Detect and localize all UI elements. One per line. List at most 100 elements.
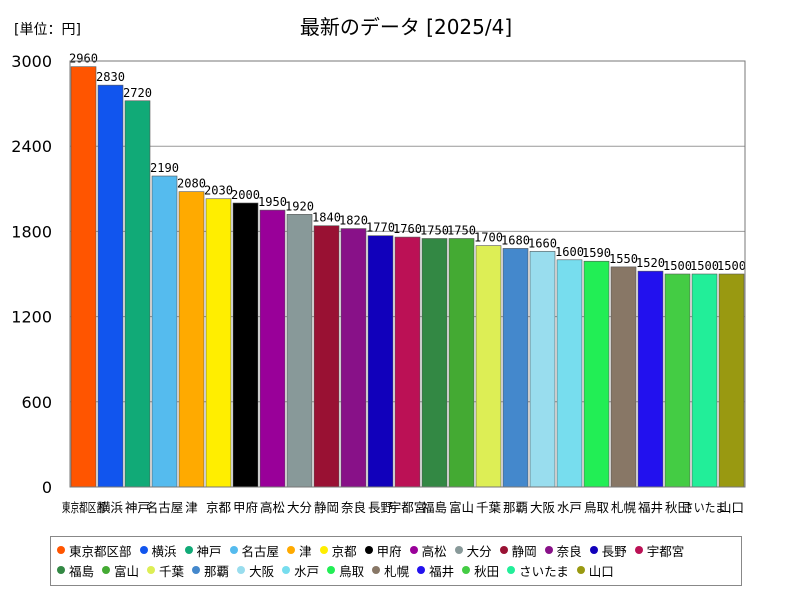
- legend-label: 甲府: [376, 543, 402, 559]
- data-label: 2080: [177, 177, 206, 191]
- plot-frame: [69, 60, 746, 488]
- bar: [232, 202, 259, 488]
- legend-swatch: [544, 546, 553, 554]
- x-tick-label: さいたま: [683, 500, 726, 515]
- legend-swatch: [57, 566, 65, 574]
- bar: [70, 66, 97, 488]
- bar: [502, 248, 529, 488]
- x-tick-label: 札幌: [611, 500, 637, 515]
- legend-label: 那覇: [204, 563, 230, 579]
- bar: [178, 191, 205, 488]
- x-tick-labels: 東京都区部横浜 神戸名古屋津京都 甲府 高松 大分 静岡 奈良 長野宇都宮福島 富山 千葉 那覇 大阪…: [62, 500, 744, 515]
- legend-item: 富山: [102, 560, 139, 580]
- x-tick-label: 水戸: [557, 500, 582, 515]
- legend-label: 高松: [421, 543, 447, 559]
- bar: [637, 270, 664, 488]
- bar: [529, 250, 556, 488]
- legend-swatch: [192, 566, 201, 574]
- x-tick-label: 富山: [449, 500, 474, 515]
- legend-label: 富山: [114, 563, 140, 579]
- legend-swatch: [327, 566, 336, 574]
- legend-label: 水戸: [294, 563, 320, 579]
- x-tick-label: 静岡: [314, 500, 339, 515]
- legend-label: 長野: [601, 543, 627, 559]
- legend-swatch: [57, 546, 65, 554]
- legend-swatch: [147, 566, 156, 574]
- legend-swatch: [417, 566, 426, 574]
- x-tick-label: 山口: [719, 500, 744, 515]
- legend-label: 札幌: [384, 563, 410, 579]
- legend-label: 奈良: [556, 543, 582, 559]
- x-tick-label: 大阪: [530, 500, 556, 515]
- x-tick-label: 宇都宮: [389, 500, 427, 515]
- legend-item: 長野: [589, 540, 627, 560]
- bar: [124, 100, 151, 488]
- legend-item: 水戸: [282, 560, 319, 580]
- y-tick-label: 3000: [11, 52, 52, 71]
- x-tick-label: 津: [185, 500, 198, 515]
- data-label: 1700: [474, 231, 503, 245]
- legend-item: 山口: [576, 560, 614, 580]
- x-tick-label: 那覇: [503, 500, 528, 515]
- bar: [718, 273, 745, 488]
- legend-label: 大分: [466, 543, 492, 559]
- data-label: 1550: [609, 252, 638, 266]
- legend-item: 那覇: [192, 560, 229, 580]
- legend-label: 宇都宮: [646, 543, 685, 559]
- data-label: 1500: [717, 259, 746, 273]
- legend-swatch: [139, 546, 148, 554]
- legend-swatch: [319, 546, 328, 554]
- bar: [97, 84, 124, 488]
- bar: [313, 225, 340, 488]
- x-tick-label: 京都: [206, 500, 232, 515]
- x-tick-label: 千葉: [476, 500, 502, 515]
- legend-item: 宇都宮: [634, 540, 685, 560]
- legend-swatch: [499, 546, 508, 554]
- data-label: 2190: [150, 161, 179, 175]
- bar: [691, 273, 718, 488]
- legend-item: 東京都区部: [57, 540, 132, 560]
- data-label: 1950: [258, 195, 287, 209]
- bar: [448, 238, 475, 488]
- legend-item: 神戸: [184, 540, 222, 560]
- data-label: 1840: [312, 211, 341, 225]
- legend-swatch: [287, 546, 296, 554]
- legend: 東京都区部 横浜 神戸 名古屋 津 京都 甲府 高松 大分 静岡 奈良 長野 宇都宮 福島 富山 千葉 那覇 大阪…: [50, 536, 742, 586]
- x-tick-label: 横浜: [98, 500, 123, 515]
- legend-item: 名古屋: [229, 540, 280, 560]
- legend-item: 福井: [417, 560, 454, 580]
- bar: [367, 235, 394, 488]
- data-label: 2000: [231, 188, 260, 202]
- legend-swatch: [237, 566, 246, 574]
- legend-item: 京都: [319, 540, 357, 560]
- data-label: 1680: [501, 233, 530, 247]
- bar-chart: 最新のデータ [2025/4] [単位：円] 0 600 1200 1800 2400 3…: [11, 15, 746, 515]
- data-label: 1500: [690, 259, 719, 273]
- legend-swatch: [634, 546, 643, 554]
- legend-item: 高松: [409, 540, 447, 560]
- x-tick-label: 名古屋: [146, 500, 184, 515]
- x-tick-label: 鳥取: [584, 500, 610, 515]
- x-tick-label: 福島: [422, 500, 447, 515]
- data-label: 2720: [123, 86, 152, 100]
- data-label: 1750: [420, 224, 449, 238]
- legend-swatch: [364, 546, 373, 554]
- legend-item: 津: [287, 540, 312, 560]
- bar: [340, 228, 367, 488]
- legend-label: 名古屋: [241, 543, 280, 559]
- unit-label: [単位：円]: [14, 22, 81, 38]
- bar: [421, 238, 448, 488]
- y-axis: 0 600 1200 1800 2400 3000: [11, 52, 52, 497]
- y-tick-label: 600: [21, 393, 52, 412]
- x-tick-label: 東京都区部: [62, 500, 105, 515]
- legend-swatch: [589, 546, 598, 554]
- x-tick-label: 奈良: [341, 500, 366, 515]
- legend-label: 横浜: [151, 543, 177, 559]
- legend-label: さいたま: [519, 563, 569, 579]
- legend-swatch: [184, 546, 193, 554]
- legend-item: 札幌: [372, 560, 409, 580]
- legend-label: 福島: [69, 563, 95, 579]
- x-tick-label: 福井: [638, 500, 663, 515]
- bar: [610, 266, 637, 488]
- data-label: 1660: [528, 236, 557, 250]
